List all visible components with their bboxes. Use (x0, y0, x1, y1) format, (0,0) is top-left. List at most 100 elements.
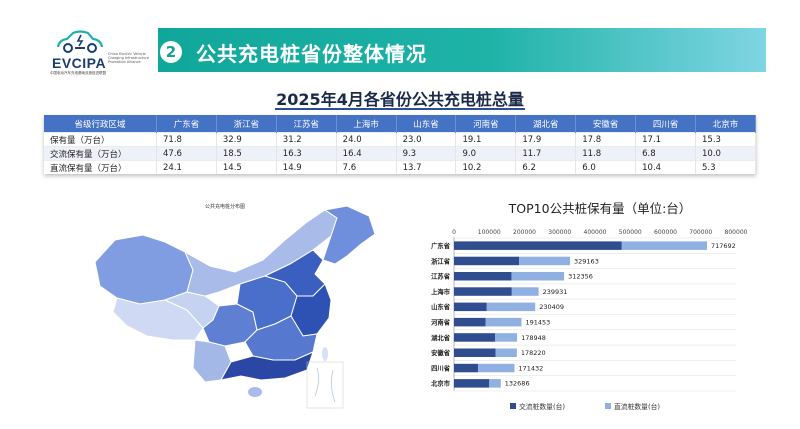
total-label: 329163 (574, 257, 599, 265)
category-label: 北京市 (431, 379, 451, 388)
evcipa-logo: EVCIPA China Electric Vehicle Charging I… (50, 28, 155, 76)
x-tick-label: 600000 (654, 229, 677, 236)
page-title: 公共充电桩省份整体情况 (196, 42, 427, 66)
x-tick-label: 200000 (513, 229, 536, 236)
total-label: 191453 (525, 318, 550, 326)
table-header-row: 省级行政区域 广东省 浙江省 江苏省 上海市 山东省 河南省 湖北省 安徽省 四川省 北京市 (44, 115, 756, 133)
bar-segment (486, 302, 536, 312)
chart-legend: 交流桩数量(台) 直流桩数量(台) (510, 402, 660, 411)
total-label: 717692 (711, 242, 736, 250)
header-label-cell: 省级行政区域 (44, 115, 157, 133)
table-cell: 9.3 (396, 146, 457, 161)
map-south-sea-islands (314, 367, 336, 403)
bar-segment (495, 348, 517, 357)
table-cell: 71.8 (156, 132, 217, 147)
table-cell: 17.8 (575, 132, 637, 147)
map-region-inner-mongolia (183, 209, 338, 297)
chart-x-ticks: 0 100000 200000 300000 400000 500000 600000 700… (452, 229, 748, 236)
chart-gridlines (453, 237, 736, 392)
x-tick-label: 800000 (725, 229, 748, 236)
table-cell: 47.6 (156, 146, 217, 161)
bar-segment (621, 241, 707, 250)
china-map-svg: 公共充电桩分布图 (94, 203, 376, 409)
bar-segment (454, 348, 496, 357)
table-cell: 23.0 (396, 132, 457, 147)
table-cell: 16.4 (336, 146, 397, 161)
top10-chart: TOP10公共桩保有量（单位:台） 0 100000 200000 300000 400… (410, 196, 790, 418)
bar-segment (511, 287, 539, 296)
bar-segment (489, 379, 501, 388)
table-cell: 10.0 (695, 146, 756, 161)
bar-segment (477, 363, 515, 373)
table-cell: 24.0 (336, 132, 397, 147)
bar-segment (454, 333, 496, 342)
map-region-northeast (322, 205, 376, 265)
table-cell: 14.9 (276, 160, 337, 174)
table-row: 直流保有量（万台） 24.1 14.5 14.9 7.6 13.7 10.2 6.2 6.0 10… (44, 160, 756, 174)
china-map: 公共充电桩分布图 (85, 200, 385, 415)
bar-segment (495, 333, 518, 342)
table-cell: 31.2 (276, 132, 337, 147)
bar-segment (485, 317, 522, 327)
row-label-cell: 直流保有量（万台） (44, 160, 157, 174)
table-cell: 11.8 (575, 146, 637, 161)
table-title: 2025年4月各省份公共充电桩总量 (276, 90, 524, 109)
total-label: 132686 (505, 380, 530, 388)
table-cell: 10.2 (455, 160, 517, 174)
total-label: 178220 (521, 349, 546, 357)
header-province-cell: 浙江省 (216, 115, 277, 133)
ev-car-logo-icon (56, 30, 104, 53)
legend-swatch (605, 403, 611, 409)
bar-segment (454, 317, 486, 327)
x-tick-label: 100000 (478, 229, 501, 236)
table-cell: 6.2 (515, 160, 577, 174)
bar-segment (519, 256, 571, 266)
category-label: 上海市 (431, 287, 451, 296)
total-label: 230409 (539, 303, 564, 311)
total-label: 312356 (568, 273, 593, 281)
bar-segment (511, 272, 565, 281)
table-cell: 13.7 (396, 160, 457, 174)
header-province-cell: 四川省 (635, 115, 697, 133)
table-cell: 17.1 (635, 132, 697, 147)
top10-bar-chart-svg: TOP10公共桩保有量（单位:台） 0 100000 200000 300000 400… (431, 201, 748, 411)
map-title: 公共充电桩分布图 (205, 203, 245, 210)
legend-label: 交流桩数量(台) (519, 402, 565, 411)
category-label: 山东省 (431, 302, 451, 311)
x-tick-label: 400000 (584, 229, 607, 236)
header-province-cell: 广东省 (156, 115, 217, 133)
bar-segment (454, 379, 490, 388)
province-stats-table: 省级行政区域 广东省 浙江省 江苏省 上海市 山东省 河南省 湖北省 安徽省 四川省 北京市 保有… (44, 115, 756, 174)
table-cell: 32.9 (216, 132, 277, 147)
map-region-north (263, 249, 326, 297)
header-province-cell: 河南省 (455, 115, 517, 133)
bar-segment (454, 256, 520, 266)
table-cell: 15.3 (695, 132, 756, 147)
x-tick-label: 700000 (689, 229, 712, 236)
logo-tagline: China Electric Vehicle Charging Infrastr… (108, 52, 149, 64)
table-cell: 14.5 (216, 160, 277, 174)
total-label: 171432 (518, 364, 543, 372)
logo-subtitle: 中国电动汽车充电基础设施促进联盟 (50, 71, 106, 75)
category-label: 河南省 (431, 317, 451, 326)
table-cell: 7.6 (336, 160, 397, 174)
chart-bars (454, 241, 707, 388)
header-province-cell: 北京市 (695, 115, 756, 133)
category-label: 广东省 (431, 241, 451, 250)
row-label-cell: 交流保有量（万台） (44, 146, 157, 161)
map-region-taiwan (322, 347, 328, 361)
legend-label: 直流桩数量(台) (614, 402, 660, 411)
table-cell: 11.7 (515, 146, 577, 161)
table-cell: 16.3 (276, 146, 337, 161)
bar-segment (454, 241, 622, 250)
x-tick-label: 300000 (548, 229, 571, 236)
table-row: 交流保有量（万台） 47.6 18.5 16.3 16.4 9.3 9.0 11.7 11.8 6… (44, 146, 756, 161)
category-label: 江苏省 (431, 272, 451, 281)
category-label: 四川省 (431, 363, 451, 372)
table-cell: 18.5 (216, 146, 277, 161)
x-tick-label: 500000 (619, 229, 642, 236)
bar-segment (454, 363, 478, 373)
legend-swatch (510, 403, 516, 409)
category-label: 安徽省 (431, 348, 451, 357)
